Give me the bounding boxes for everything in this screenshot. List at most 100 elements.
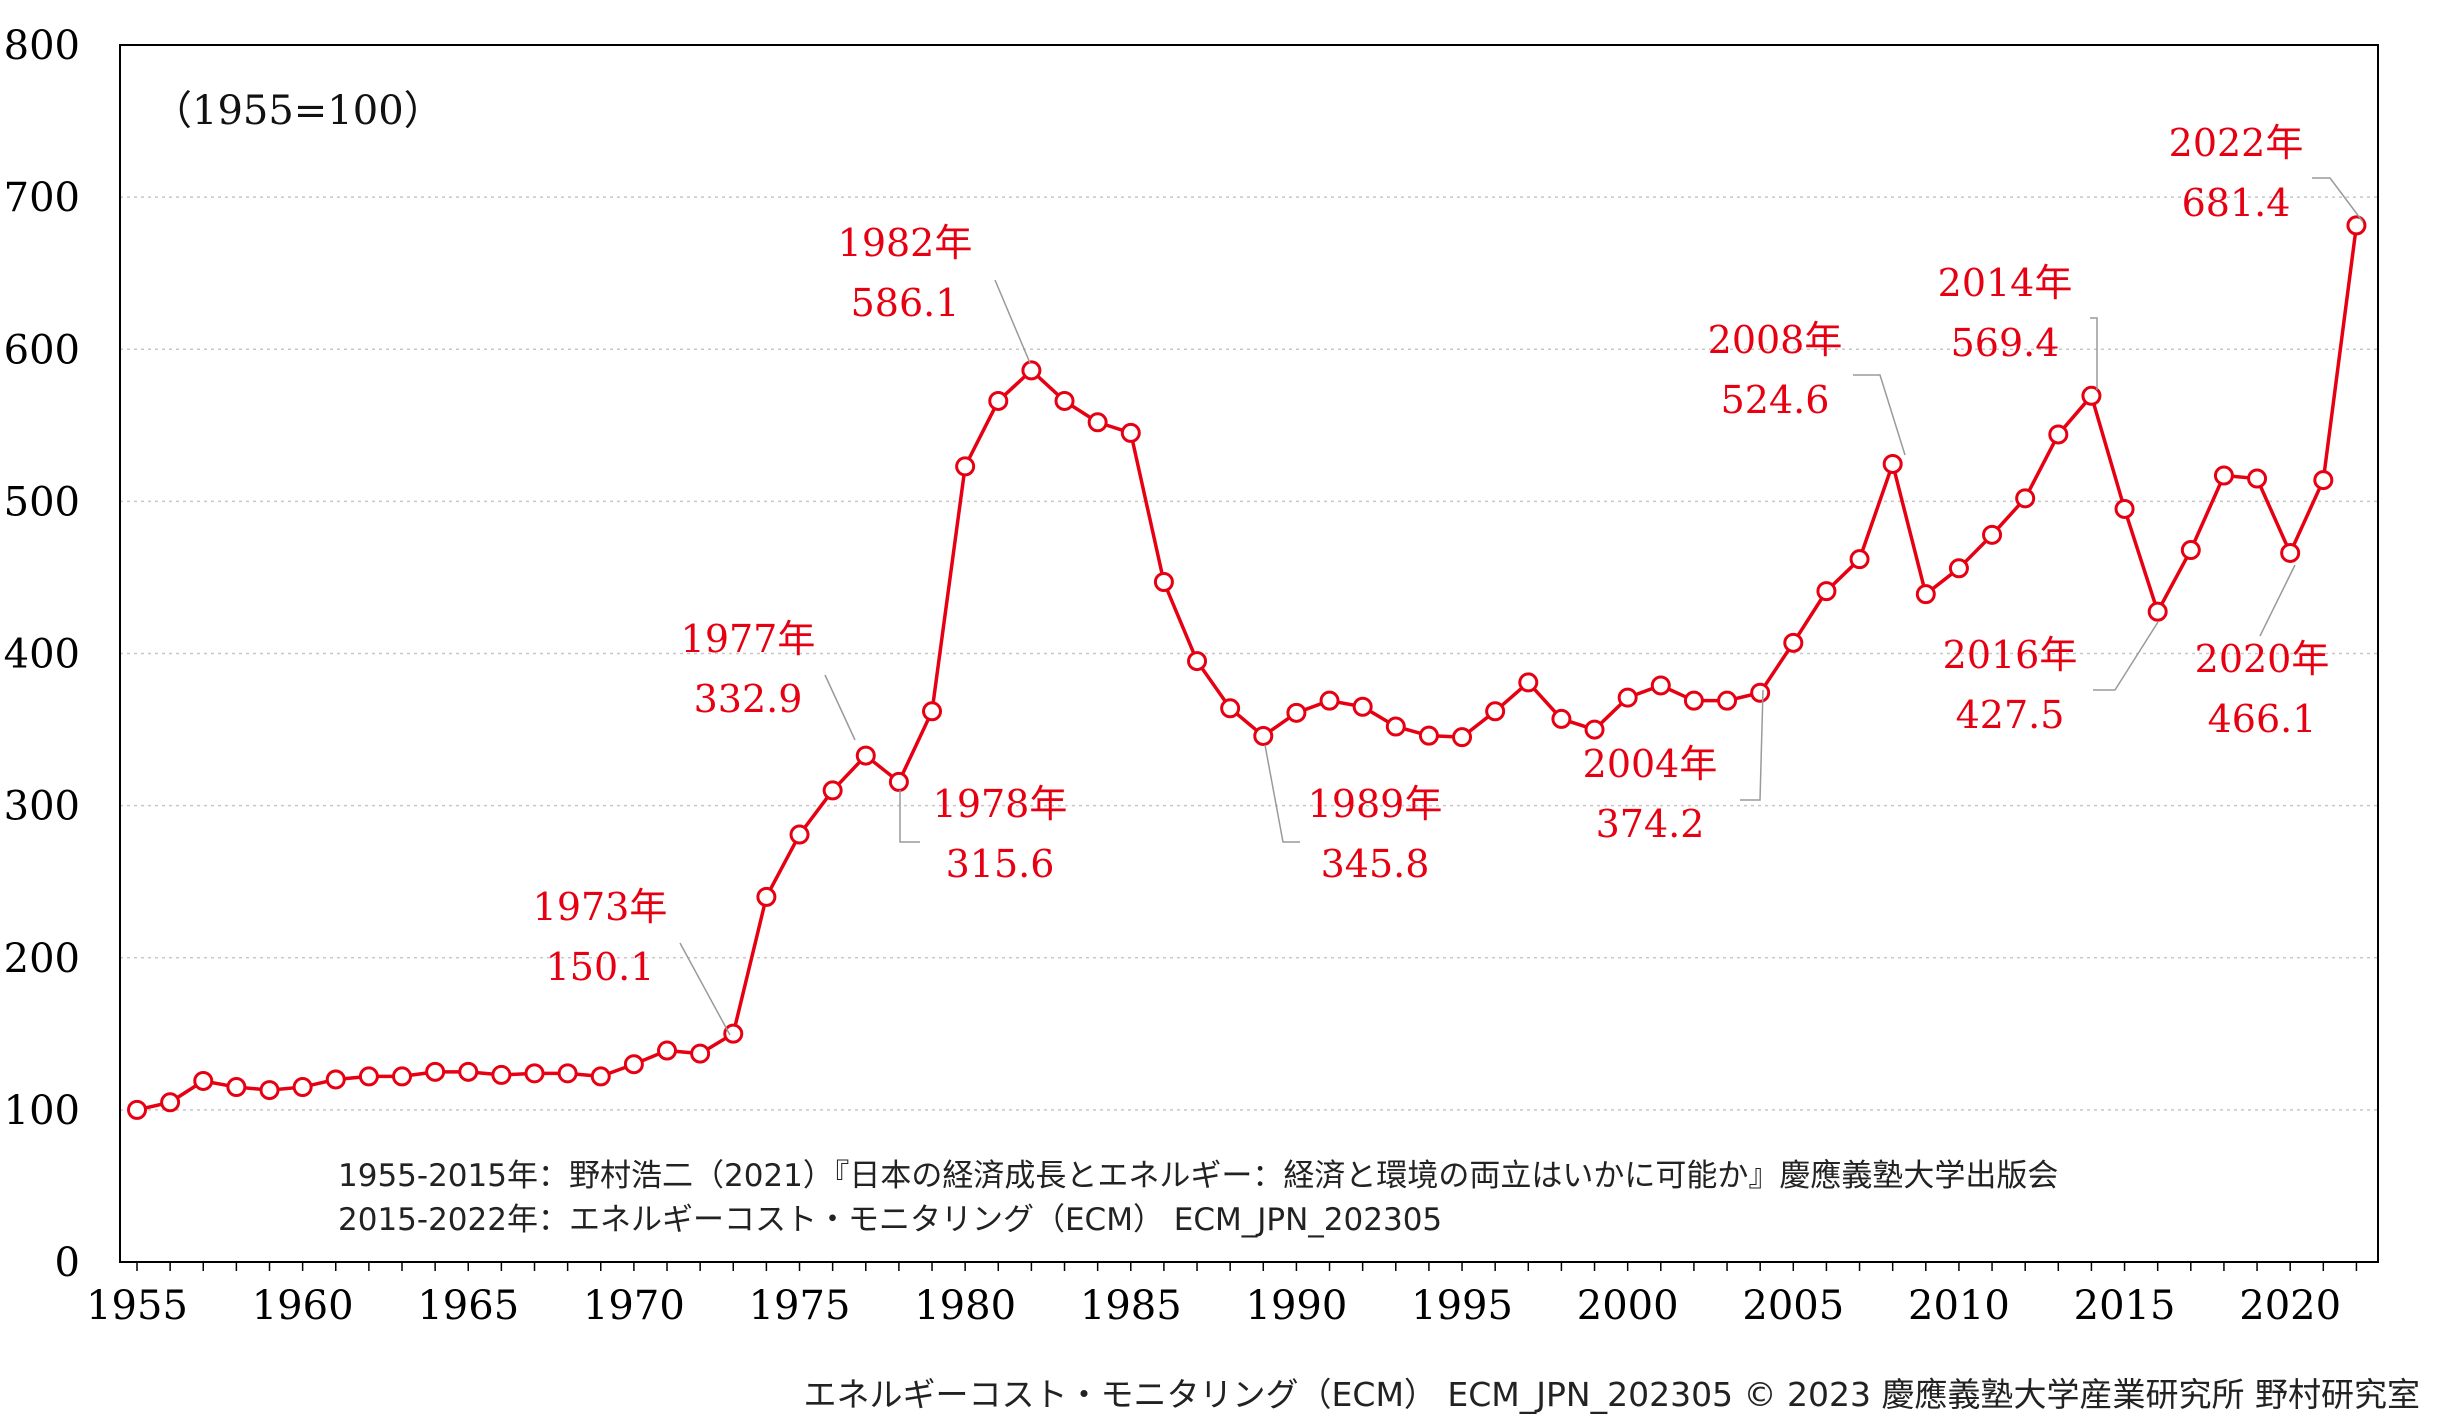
data-point — [325, 1069, 346, 1090]
data-point — [1385, 716, 1406, 737]
data-point — [1518, 672, 1539, 693]
x-tick-label: 1965 — [417, 1283, 519, 1329]
annotation-leader — [1740, 689, 1764, 801]
annotation-year-label: 1989年 — [1308, 782, 1443, 826]
data-point — [2247, 468, 2268, 489]
data-point — [1485, 701, 1506, 722]
data-point — [127, 1099, 147, 1120]
annotation-value-label: 150.1 — [546, 945, 655, 989]
annotation-value-label: 569.4 — [1951, 321, 2060, 365]
data-point — [226, 1077, 247, 1098]
y-tick-label: 600 — [4, 327, 80, 373]
data-point — [1882, 453, 1903, 474]
data-point — [1617, 687, 1638, 708]
data-point — [623, 1054, 644, 1075]
annotation-year-label: 1982年 — [838, 221, 973, 265]
annotation-year-label: 1978年 — [933, 782, 1068, 826]
data-point — [1286, 702, 1307, 723]
source-note-1: 1955-2015年：野村浩二（2021）『日本の経済成長とエネルギー：経済と環… — [338, 1158, 2059, 1194]
annotation-year-label: 1973年 — [533, 885, 668, 929]
plot-frame — [119, 44, 2379, 1263]
data-point — [524, 1063, 545, 1084]
data-point — [1915, 584, 1936, 605]
y-tick-label: 400 — [4, 632, 80, 678]
data-point — [988, 390, 1009, 411]
base-year-note: （1955=100） — [152, 88, 444, 134]
data-point — [2015, 488, 2036, 509]
y-tick-label: 700 — [4, 175, 80, 221]
data-point — [1087, 412, 1108, 433]
data-point — [1153, 572, 1174, 593]
data-point — [292, 1077, 313, 1098]
x-tick-label: 1995 — [1411, 1283, 1513, 1329]
data-point — [2147, 601, 2168, 622]
annotation-value-label: 315.6 — [946, 842, 1055, 886]
data-point — [590, 1066, 611, 1087]
data-point — [1816, 581, 1837, 602]
annotation-value-label: 466.1 — [2208, 697, 2317, 741]
data-point — [2280, 542, 2301, 563]
data-point — [1717, 690, 1738, 711]
data-point — [259, 1080, 280, 1101]
y-tick-label: 0 — [55, 1240, 80, 1286]
annotation-year-label: 2020年 — [2195, 637, 2330, 681]
data-point — [657, 1040, 678, 1061]
data-point — [922, 701, 943, 722]
x-tick-label: 2015 — [2074, 1283, 2176, 1329]
annotation-leader — [2259, 564, 2296, 637]
data-point — [1319, 690, 1340, 711]
data-point — [888, 771, 909, 792]
annotation-leader — [679, 942, 731, 1036]
data-point — [160, 1092, 181, 1113]
data-point — [392, 1066, 413, 1087]
annotation-leader — [994, 279, 1031, 364]
data-point — [1021, 360, 1042, 381]
annotation-value-label: 681.4 — [2182, 181, 2291, 225]
data-point — [425, 1061, 446, 1082]
footer-credit: エネルギーコスト・モニタリング（ECM） ECM_JPN_202305 © 20… — [803, 1375, 2420, 1414]
y-tick-label: 500 — [4, 479, 80, 525]
data-point — [1948, 558, 1969, 579]
data-point — [1849, 549, 1870, 570]
annotation-year-label: 2016年 — [1943, 633, 2078, 677]
annotation-value-label: 332.9 — [694, 677, 803, 721]
data-point — [1982, 524, 2003, 545]
annotation-leader — [1853, 374, 1906, 456]
x-tick-label: 2000 — [1577, 1283, 1679, 1329]
data-point — [1551, 708, 1572, 729]
data-point — [1452, 727, 1473, 748]
x-tick-label: 1970 — [583, 1283, 685, 1329]
data-point — [1120, 422, 1141, 443]
annotation-leader — [824, 674, 856, 741]
data-point — [955, 456, 976, 477]
data-point — [2180, 540, 2201, 561]
annotation-value-label: 427.5 — [1956, 693, 2065, 737]
y-tick-label: 300 — [4, 784, 80, 830]
x-tick-label: 2010 — [1908, 1283, 2010, 1329]
data-point — [2346, 215, 2367, 236]
y-tick-label: 800 — [4, 23, 80, 69]
x-tick-label: 2005 — [1742, 1283, 1844, 1329]
data-point — [1418, 725, 1439, 746]
data-point — [1783, 632, 1804, 653]
data-point — [1683, 690, 1704, 711]
data-point — [789, 824, 810, 845]
data-point — [2213, 465, 2234, 486]
annotation-value-label: 345.8 — [1321, 842, 1430, 886]
data-point — [1054, 390, 1075, 411]
data-point — [1220, 698, 1241, 719]
data-point — [756, 886, 777, 907]
data-point — [855, 745, 876, 766]
annotation-year-label: 2008年 — [1708, 318, 1843, 362]
data-point — [491, 1064, 512, 1085]
x-tick-label: 1960 — [252, 1283, 354, 1329]
annotation-year-label: 2022年 — [2169, 121, 2304, 165]
annotation-leader — [899, 790, 920, 843]
data-point — [358, 1066, 379, 1087]
x-tick-label: 1955 — [86, 1283, 188, 1329]
annotation-leader — [2312, 177, 2364, 223]
data-point — [557, 1063, 578, 1084]
data-point — [2114, 498, 2135, 519]
annotation-value-label: 374.2 — [1596, 802, 1705, 846]
